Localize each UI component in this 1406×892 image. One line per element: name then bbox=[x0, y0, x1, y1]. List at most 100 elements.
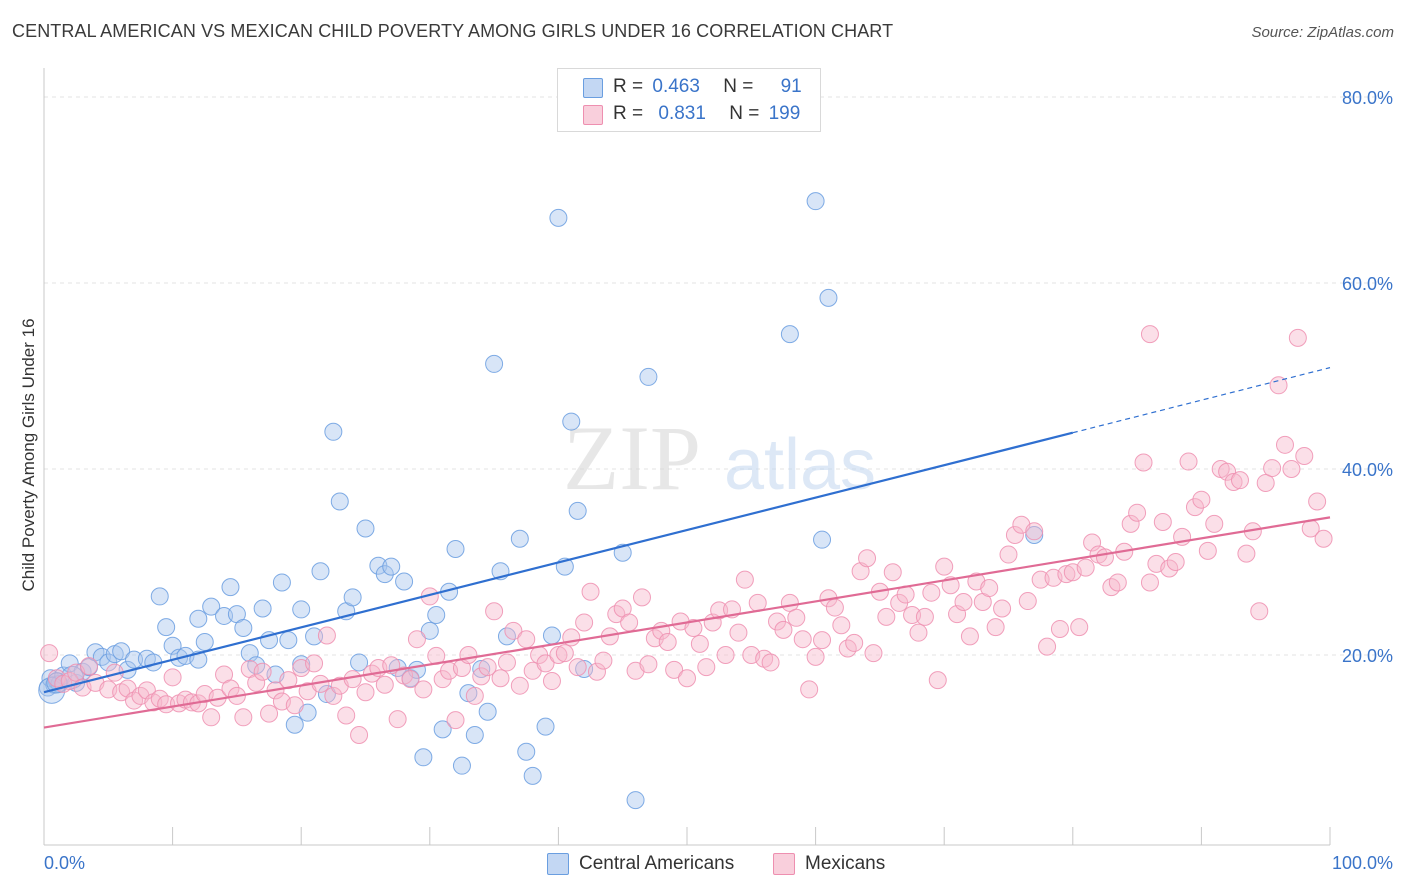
mexicans-point bbox=[851, 562, 870, 581]
central-americans-point bbox=[202, 597, 221, 616]
central-americans-point bbox=[253, 599, 272, 618]
mexicans-point bbox=[1250, 602, 1269, 621]
central-americans-point bbox=[414, 748, 433, 767]
central-americans-point bbox=[285, 715, 304, 734]
mexicans-point bbox=[1205, 514, 1224, 533]
mexicans-point bbox=[305, 654, 324, 673]
central-americans-point bbox=[465, 725, 484, 744]
mexicans-point bbox=[1269, 376, 1288, 395]
mexicans-point bbox=[568, 658, 587, 677]
mexicans-point bbox=[587, 662, 606, 681]
mexicans-point bbox=[620, 613, 639, 632]
mexicans-point bbox=[864, 644, 883, 663]
y-tick-label: 40.0% bbox=[1342, 460, 1393, 480]
legend-n-value: 91 bbox=[780, 76, 802, 97]
legend: R = 0.463 N = 91 R = 0.831 N = 199 bbox=[557, 68, 821, 132]
central-americans-point bbox=[446, 539, 465, 558]
central-americans-point bbox=[234, 619, 253, 638]
mexicans-point bbox=[883, 563, 902, 582]
mexicans-point bbox=[337, 706, 356, 725]
mexicans-point bbox=[536, 654, 555, 673]
mexicans-points bbox=[40, 325, 1333, 744]
mexicans-point bbox=[909, 623, 928, 642]
mexicans-point bbox=[1025, 522, 1044, 541]
mexicans-point bbox=[1140, 573, 1159, 592]
central-americans-point bbox=[562, 412, 581, 431]
trend-lines bbox=[43, 367, 1331, 729]
y-tick-label: 80.0% bbox=[1342, 88, 1393, 108]
mexicans-point bbox=[1198, 541, 1217, 560]
central-americans-point bbox=[221, 578, 240, 597]
mexicans-point bbox=[1128, 503, 1147, 522]
legend-n-value: 199 bbox=[768, 103, 801, 124]
watermark-zip: ZIP bbox=[563, 407, 701, 509]
mexicans-point bbox=[350, 725, 369, 744]
mexicans-point bbox=[202, 708, 221, 727]
mexicans-point bbox=[1308, 492, 1327, 511]
mexicans-point bbox=[446, 711, 465, 730]
mexicans-point bbox=[549, 646, 568, 664]
central-americans-point bbox=[125, 650, 144, 669]
bottom-legend-label: Mexicans bbox=[805, 853, 886, 874]
mexicans-point bbox=[658, 632, 677, 651]
mexicans-point bbox=[825, 598, 844, 617]
mexicans-point bbox=[813, 631, 832, 650]
mexicans-point bbox=[986, 618, 1005, 637]
mexicans-point bbox=[414, 680, 433, 699]
mexicans-point bbox=[1140, 325, 1159, 344]
mexicans-point bbox=[1282, 460, 1301, 478]
mexicans-point bbox=[980, 579, 999, 598]
central-americans-point bbox=[395, 572, 414, 591]
central-americans-point bbox=[375, 565, 394, 584]
source-label: Source: ZipAtlas.com bbox=[1251, 24, 1394, 41]
mexicans-point bbox=[472, 667, 491, 686]
mexicans-point bbox=[729, 623, 748, 642]
mexicans-point bbox=[761, 653, 780, 672]
mexicans-point bbox=[247, 673, 266, 692]
mexicans-point bbox=[1218, 462, 1237, 481]
mexicans-point bbox=[1108, 573, 1127, 592]
mexicans-point bbox=[960, 627, 979, 646]
central-americans-point bbox=[382, 557, 401, 576]
legend-n-label: N = bbox=[729, 103, 760, 124]
x-tick-label: 0.0% bbox=[44, 853, 85, 873]
mexicans-point bbox=[845, 633, 864, 652]
central-americans-point bbox=[780, 325, 799, 344]
central-americans-point bbox=[305, 627, 324, 646]
mexicans-point bbox=[1230, 471, 1249, 490]
mexicans-point bbox=[915, 607, 934, 626]
mexicans-point bbox=[787, 608, 806, 627]
mexicans-point bbox=[497, 653, 516, 672]
mexicans-point bbox=[375, 675, 394, 694]
x-tick-label: 100.0% bbox=[1332, 853, 1393, 873]
mexicans-point bbox=[388, 710, 407, 729]
grid bbox=[44, 96, 1392, 656]
mexicans-point bbox=[485, 602, 504, 621]
mexicans-trend-line bbox=[43, 516, 1331, 729]
mexicans-point bbox=[1263, 459, 1282, 478]
mexicans-point bbox=[478, 658, 497, 677]
mexicans-point bbox=[935, 557, 954, 576]
mexicans-point bbox=[555, 644, 574, 663]
central-americans-point bbox=[639, 367, 658, 386]
bottom-legend-swatch-central-americans bbox=[547, 853, 569, 875]
mexicans-point bbox=[1166, 553, 1185, 571]
mexicans-point bbox=[716, 646, 735, 664]
central-americans-point bbox=[292, 655, 311, 674]
central-americans-point bbox=[806, 192, 825, 211]
central-americans-point bbox=[195, 632, 214, 651]
mexicans-point bbox=[632, 588, 651, 607]
axes bbox=[43, 68, 1331, 846]
mexicans-point bbox=[710, 601, 729, 620]
mexicans-point bbox=[832, 616, 851, 635]
central-americans-point bbox=[112, 642, 131, 661]
mexicans-point bbox=[1314, 529, 1333, 548]
central-americans-point bbox=[60, 654, 79, 673]
mexicans-point bbox=[877, 607, 896, 626]
mexicans-point bbox=[1295, 446, 1314, 465]
watermark-atlas: atlas bbox=[724, 425, 876, 505]
central-americans-point bbox=[819, 288, 838, 307]
mexicans-point bbox=[407, 630, 426, 649]
central-americans-points bbox=[38, 192, 1044, 810]
